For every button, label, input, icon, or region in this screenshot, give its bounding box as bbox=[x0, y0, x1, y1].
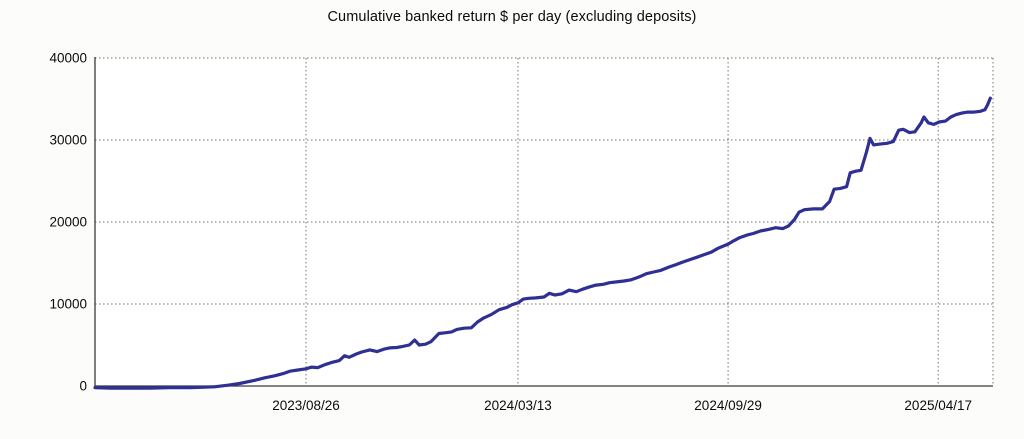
y-tick-label: 10000 bbox=[49, 297, 87, 312]
x-tick-label: 2024/03/13 bbox=[484, 398, 552, 413]
y-tick-label: 20000 bbox=[49, 215, 87, 230]
y-tick-label: 30000 bbox=[49, 133, 87, 148]
chart-title: Cumulative banked return $ per day (excl… bbox=[327, 9, 697, 25]
y-tick-label: 0 bbox=[79, 379, 87, 394]
cumulative-return-line bbox=[93, 96, 992, 390]
y-tick-label: 40000 bbox=[49, 51, 87, 66]
x-tick-label: 2025/04/17 bbox=[904, 398, 972, 413]
x-tick-label: 2024/09/29 bbox=[694, 398, 762, 413]
x-tick-label: 2023/08/26 bbox=[272, 398, 340, 413]
